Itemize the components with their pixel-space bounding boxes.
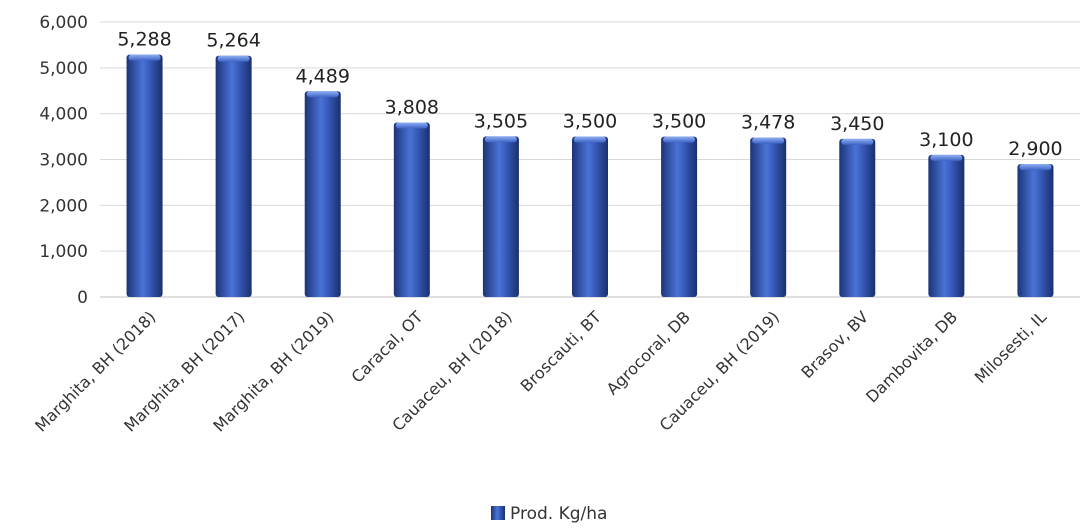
bar-body — [572, 136, 608, 297]
bar-body — [661, 136, 698, 297]
bars-group — [126, 54, 1054, 298]
bar-body — [750, 137, 787, 297]
y-tick-label: 0 — [77, 288, 88, 308]
legend: Prod. Kg/ha — [491, 504, 607, 524]
x-tick-label: Caracal, OT — [347, 307, 426, 386]
bar-body — [482, 136, 519, 297]
bar — [126, 54, 163, 298]
y-tick-label: 3,000 — [39, 151, 88, 171]
bar-body — [839, 138, 876, 297]
bar-cap — [395, 122, 428, 129]
data-label: 3,478 — [741, 112, 795, 134]
y-tick-label: 6,000 — [39, 13, 88, 33]
bar-cap — [128, 54, 161, 61]
bar — [215, 55, 252, 297]
bar-body — [126, 54, 163, 298]
bar-body — [1017, 164, 1054, 297]
bar-cap — [574, 136, 606, 143]
x-axis: Marghita, BH (2018)Marghita, BH (2017)Ma… — [31, 307, 1050, 435]
data-label: 3,808 — [385, 96, 439, 118]
data-labels: 5,288 5,264 4,489 3,808 3,505 3,500 3,500 3,478… — [117, 29, 1062, 160]
data-label: 3,500 — [652, 111, 706, 133]
bar-cap — [1019, 164, 1052, 171]
data-label: 5,264 — [206, 30, 260, 52]
bar-body — [215, 55, 252, 297]
x-tick-label: Brasov, BV — [797, 307, 872, 382]
data-label: 3,505 — [474, 110, 528, 132]
bar — [661, 136, 698, 297]
bar — [928, 154, 965, 297]
bar-cap — [841, 138, 874, 145]
bar-cap — [752, 137, 785, 144]
data-label: 4,489 — [296, 65, 350, 87]
bar-cap — [484, 136, 517, 143]
data-label: 3,100 — [919, 129, 973, 151]
bar — [750, 137, 787, 297]
x-tick-label: Broscauti, BT — [517, 307, 605, 395]
data-label: 2,900 — [1008, 138, 1062, 160]
x-tick-label: Agrocoral, DB — [603, 307, 694, 398]
data-label: 3,450 — [830, 113, 884, 135]
bar-cap — [217, 55, 250, 62]
y-tick-label: 4,000 — [39, 105, 88, 125]
data-label: 5,288 — [117, 29, 171, 51]
data-label: 3,500 — [563, 111, 617, 133]
bar-body — [393, 122, 430, 297]
bar-cap — [930, 154, 963, 161]
y-axis: 0 1,000 2,000 3,000 4,000 5,000 6,000 — [39, 13, 88, 308]
y-tick-label: 5,000 — [39, 59, 88, 79]
bar-body — [304, 91, 341, 297]
x-tick-label: Dambovita, DB — [862, 307, 961, 406]
bar — [393, 122, 430, 297]
bar-cap — [663, 136, 696, 143]
x-tick-label: Milosesti, IL — [971, 307, 1051, 387]
bar-body — [928, 154, 965, 297]
bar-cap — [306, 91, 339, 98]
bar — [304, 91, 341, 297]
y-tick-label: 2,000 — [39, 196, 88, 216]
bar — [839, 138, 876, 297]
y-tick-label: 1,000 — [39, 242, 88, 262]
legend-label: Prod. Kg/ha — [510, 504, 607, 524]
legend-swatch — [491, 506, 505, 520]
bar — [1017, 164, 1054, 297]
bar — [572, 136, 608, 297]
bar — [482, 136, 519, 297]
